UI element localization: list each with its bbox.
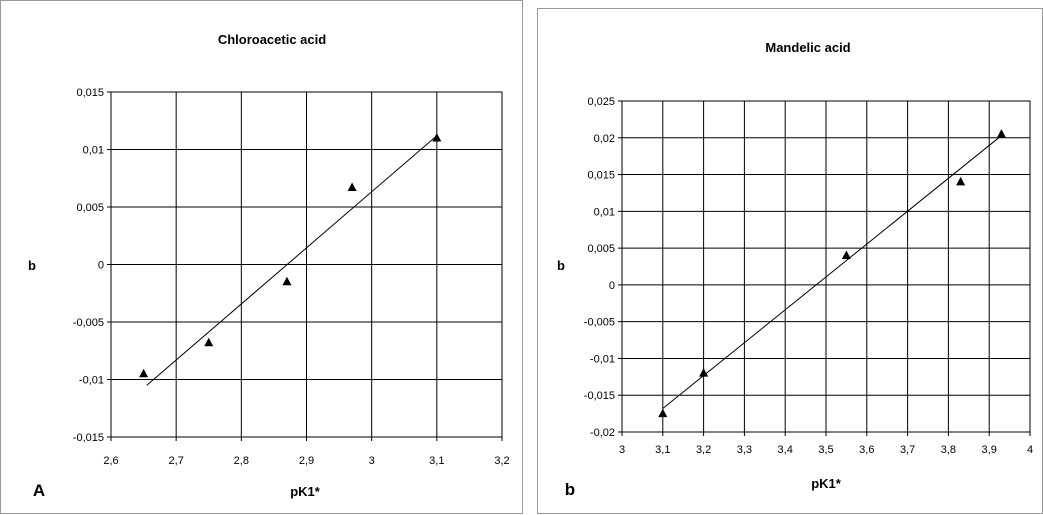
data-point-triangle [996, 129, 1006, 138]
x-tick-label: 3,7 [900, 444, 915, 456]
x-tick-label: 3,9 [982, 444, 997, 456]
x-tick-label: 3,5 [818, 444, 833, 456]
y-tick-label: 0,015 [76, 87, 104, 99]
x-tick-label: 3 [369, 455, 375, 467]
x-axis-label: pK1* [290, 484, 321, 499]
x-tick-label: 3,8 [941, 444, 956, 456]
y-tick-label: 0 [98, 260, 104, 272]
chart-title: Chloroacetic acid [218, 32, 326, 47]
y-tick-label: 0,005 [76, 202, 104, 214]
data-point-triangle [658, 408, 668, 418]
trendline [662, 135, 1002, 409]
y-tick-label: 0,025 [587, 96, 615, 108]
y-tick-label: -0,01 [590, 353, 615, 365]
x-tick-label: 3,3 [737, 444, 752, 456]
x-tick-label: 3,1 [429, 455, 444, 467]
data-point-triangle [841, 250, 851, 259]
chart-panel-chloroacetic: Chloroacetic acid b pK1* A 2,6 2,7 2,8 2,9 3… [0, 0, 523, 514]
x-tick-label: 3,4 [778, 444, 793, 456]
y-tick-label: 0,01 [594, 206, 615, 218]
y-tick-label: 0 [609, 280, 615, 292]
data-point-triangle [204, 337, 214, 347]
x-tick-label: 2,6 [103, 455, 118, 467]
chart-chloroacetic: Chloroacetic acid b pK1* A 2,6 2,7 2,8 2,9 3… [28, 32, 510, 500]
x-tick-label: 3,2 [494, 455, 509, 467]
y-axis-label: b [557, 258, 565, 273]
data-point-triangle [139, 368, 149, 378]
x-axis-label: pK1* [811, 476, 842, 491]
data-point-triangle [432, 133, 442, 142]
x-tick-label: 3 [619, 444, 625, 456]
data-point-triangle [347, 182, 357, 191]
x-tick-label: 4 [1027, 444, 1033, 456]
x-tick-label: 2,9 [299, 455, 314, 467]
x-tick-label: 3,1 [655, 444, 670, 456]
y-tick-label: -0,01 [79, 375, 104, 387]
data-point-triangle [956, 176, 966, 186]
chart-mandelic: Mandelic acid b pK1* b 3 3,1 3,2 3,3 3,4 3,5 3… [557, 40, 1033, 499]
chart-title: Mandelic acid [765, 40, 850, 55]
x-tick-label: 3,2 [696, 444, 711, 456]
y-tick-label: 0,01 [83, 145, 104, 157]
panel-letter: b [565, 480, 575, 499]
x-tick-label: 2,7 [169, 455, 184, 467]
x-tick-label: 3,6 [859, 444, 874, 456]
y-tick-label: -0,015 [73, 432, 104, 444]
x-tick-label: 2,8 [234, 455, 249, 467]
y-tick-label: 0,02 [594, 133, 615, 145]
y-tick-label: -0,02 [590, 427, 615, 439]
y-axis-label: b [28, 258, 36, 273]
panel-letter: A [33, 481, 45, 500]
data-point-triangle [699, 368, 709, 377]
y-tick-label: -0,015 [584, 390, 615, 402]
y-tick-label: 0,015 [587, 170, 615, 182]
y-tick-label: -0,005 [584, 317, 615, 329]
trendline [146, 135, 438, 386]
data-point-triangle [282, 276, 292, 286]
y-tick-label: 0,005 [587, 243, 615, 255]
y-tick-label: -0,005 [73, 317, 104, 329]
chart-panel-mandelic: Mandelic acid b pK1* b 3 3,1 3,2 3,3 3,4 3,5 3… [537, 8, 1043, 514]
